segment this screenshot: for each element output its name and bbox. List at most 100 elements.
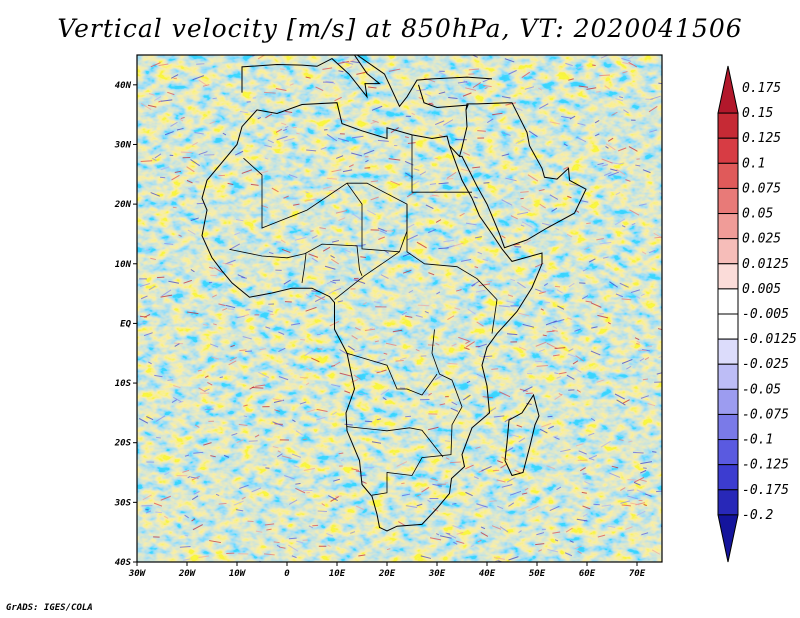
field-streak [229,356,237,362]
field-streak [305,191,309,194]
field-streak [229,243,240,250]
field-streak [250,109,256,113]
field-streak [571,365,582,373]
field-streak [347,345,355,351]
field-streak [619,162,625,165]
field-streak [330,280,337,284]
field-streak [496,479,506,483]
field-streak [423,77,436,83]
field-streak [299,401,307,405]
field-streak [561,115,572,119]
colorbar-swatch [717,489,739,516]
field-streak [367,209,376,216]
x-tick-label: 60E [579,569,596,579]
colorbar-swatch [717,263,739,290]
field-streak [588,258,596,263]
field-streak [465,340,471,344]
field-streak [493,415,505,418]
field-streak [416,241,427,249]
field-streak [339,349,350,356]
field-streak [639,479,647,482]
field-streak [285,110,293,113]
field-streak [619,282,629,288]
field-streak [539,103,549,109]
field-streak [304,198,317,202]
field-streak [140,160,153,162]
field-streak [420,555,431,559]
field-streak [546,330,555,333]
field-streak [193,451,204,454]
field-streak [191,475,200,481]
field-streak [368,86,377,89]
field-streak [501,456,509,461]
field-streak [501,235,506,239]
y-tick-label: 30N [114,140,132,150]
field-streak [465,87,477,91]
field-streak [501,96,511,99]
field-streak [506,333,518,336]
field-streak [567,317,572,320]
field-streak [322,246,331,252]
field-streak [545,320,557,326]
field-streak [264,523,275,526]
field-streak [641,251,647,255]
field-streak [328,290,335,295]
field-streak [343,248,352,253]
field-streak [371,105,383,111]
field-streak [231,432,238,436]
field-streak [616,399,626,406]
field-streak [554,436,560,440]
field-streak [212,97,217,100]
field-streak [586,222,591,225]
field-streak [628,61,638,68]
field-streak [371,441,382,444]
field-streak [538,291,547,295]
field-streak [472,166,481,169]
field-streak [618,147,627,152]
field-streak [305,306,317,312]
field-streak [207,381,213,386]
field-streak [209,540,221,544]
field-streak [355,470,363,473]
field-streak [267,139,274,144]
field-streak [505,177,517,182]
field-streak [263,553,275,556]
field-streak [538,549,543,552]
field-streak [278,376,289,381]
field-streak [204,388,210,392]
field-streak [235,509,244,512]
field-streak [526,372,533,375]
field-streak [160,166,170,171]
field-streak [565,527,573,533]
field-streak [491,525,502,530]
field-streak [272,445,279,449]
field-streak [597,314,609,319]
field-streak [556,376,562,379]
field-streak [535,288,542,292]
field-streak [518,530,522,534]
field-streak [361,480,367,484]
field-streak [600,440,611,448]
colorbar-label: 0.125 [742,131,781,146]
field-streak [445,532,457,539]
field-streak [531,78,537,81]
field-streak [566,233,573,238]
field-streak [263,91,276,94]
field-streak [443,119,454,126]
field-streak [575,210,580,213]
field-streak [650,95,661,100]
field-streak [427,426,439,431]
field-streak [428,102,434,105]
field-streak [652,451,657,453]
field-streak [518,437,526,443]
field-streak [436,533,440,536]
field-streak [584,246,590,251]
field-streak [291,453,302,458]
field-streak [223,454,230,458]
field-streak [486,118,494,124]
field-streak [574,545,582,550]
field-streak [516,424,523,428]
y-tick-label: 20S [114,439,132,449]
field-streak [438,91,446,95]
